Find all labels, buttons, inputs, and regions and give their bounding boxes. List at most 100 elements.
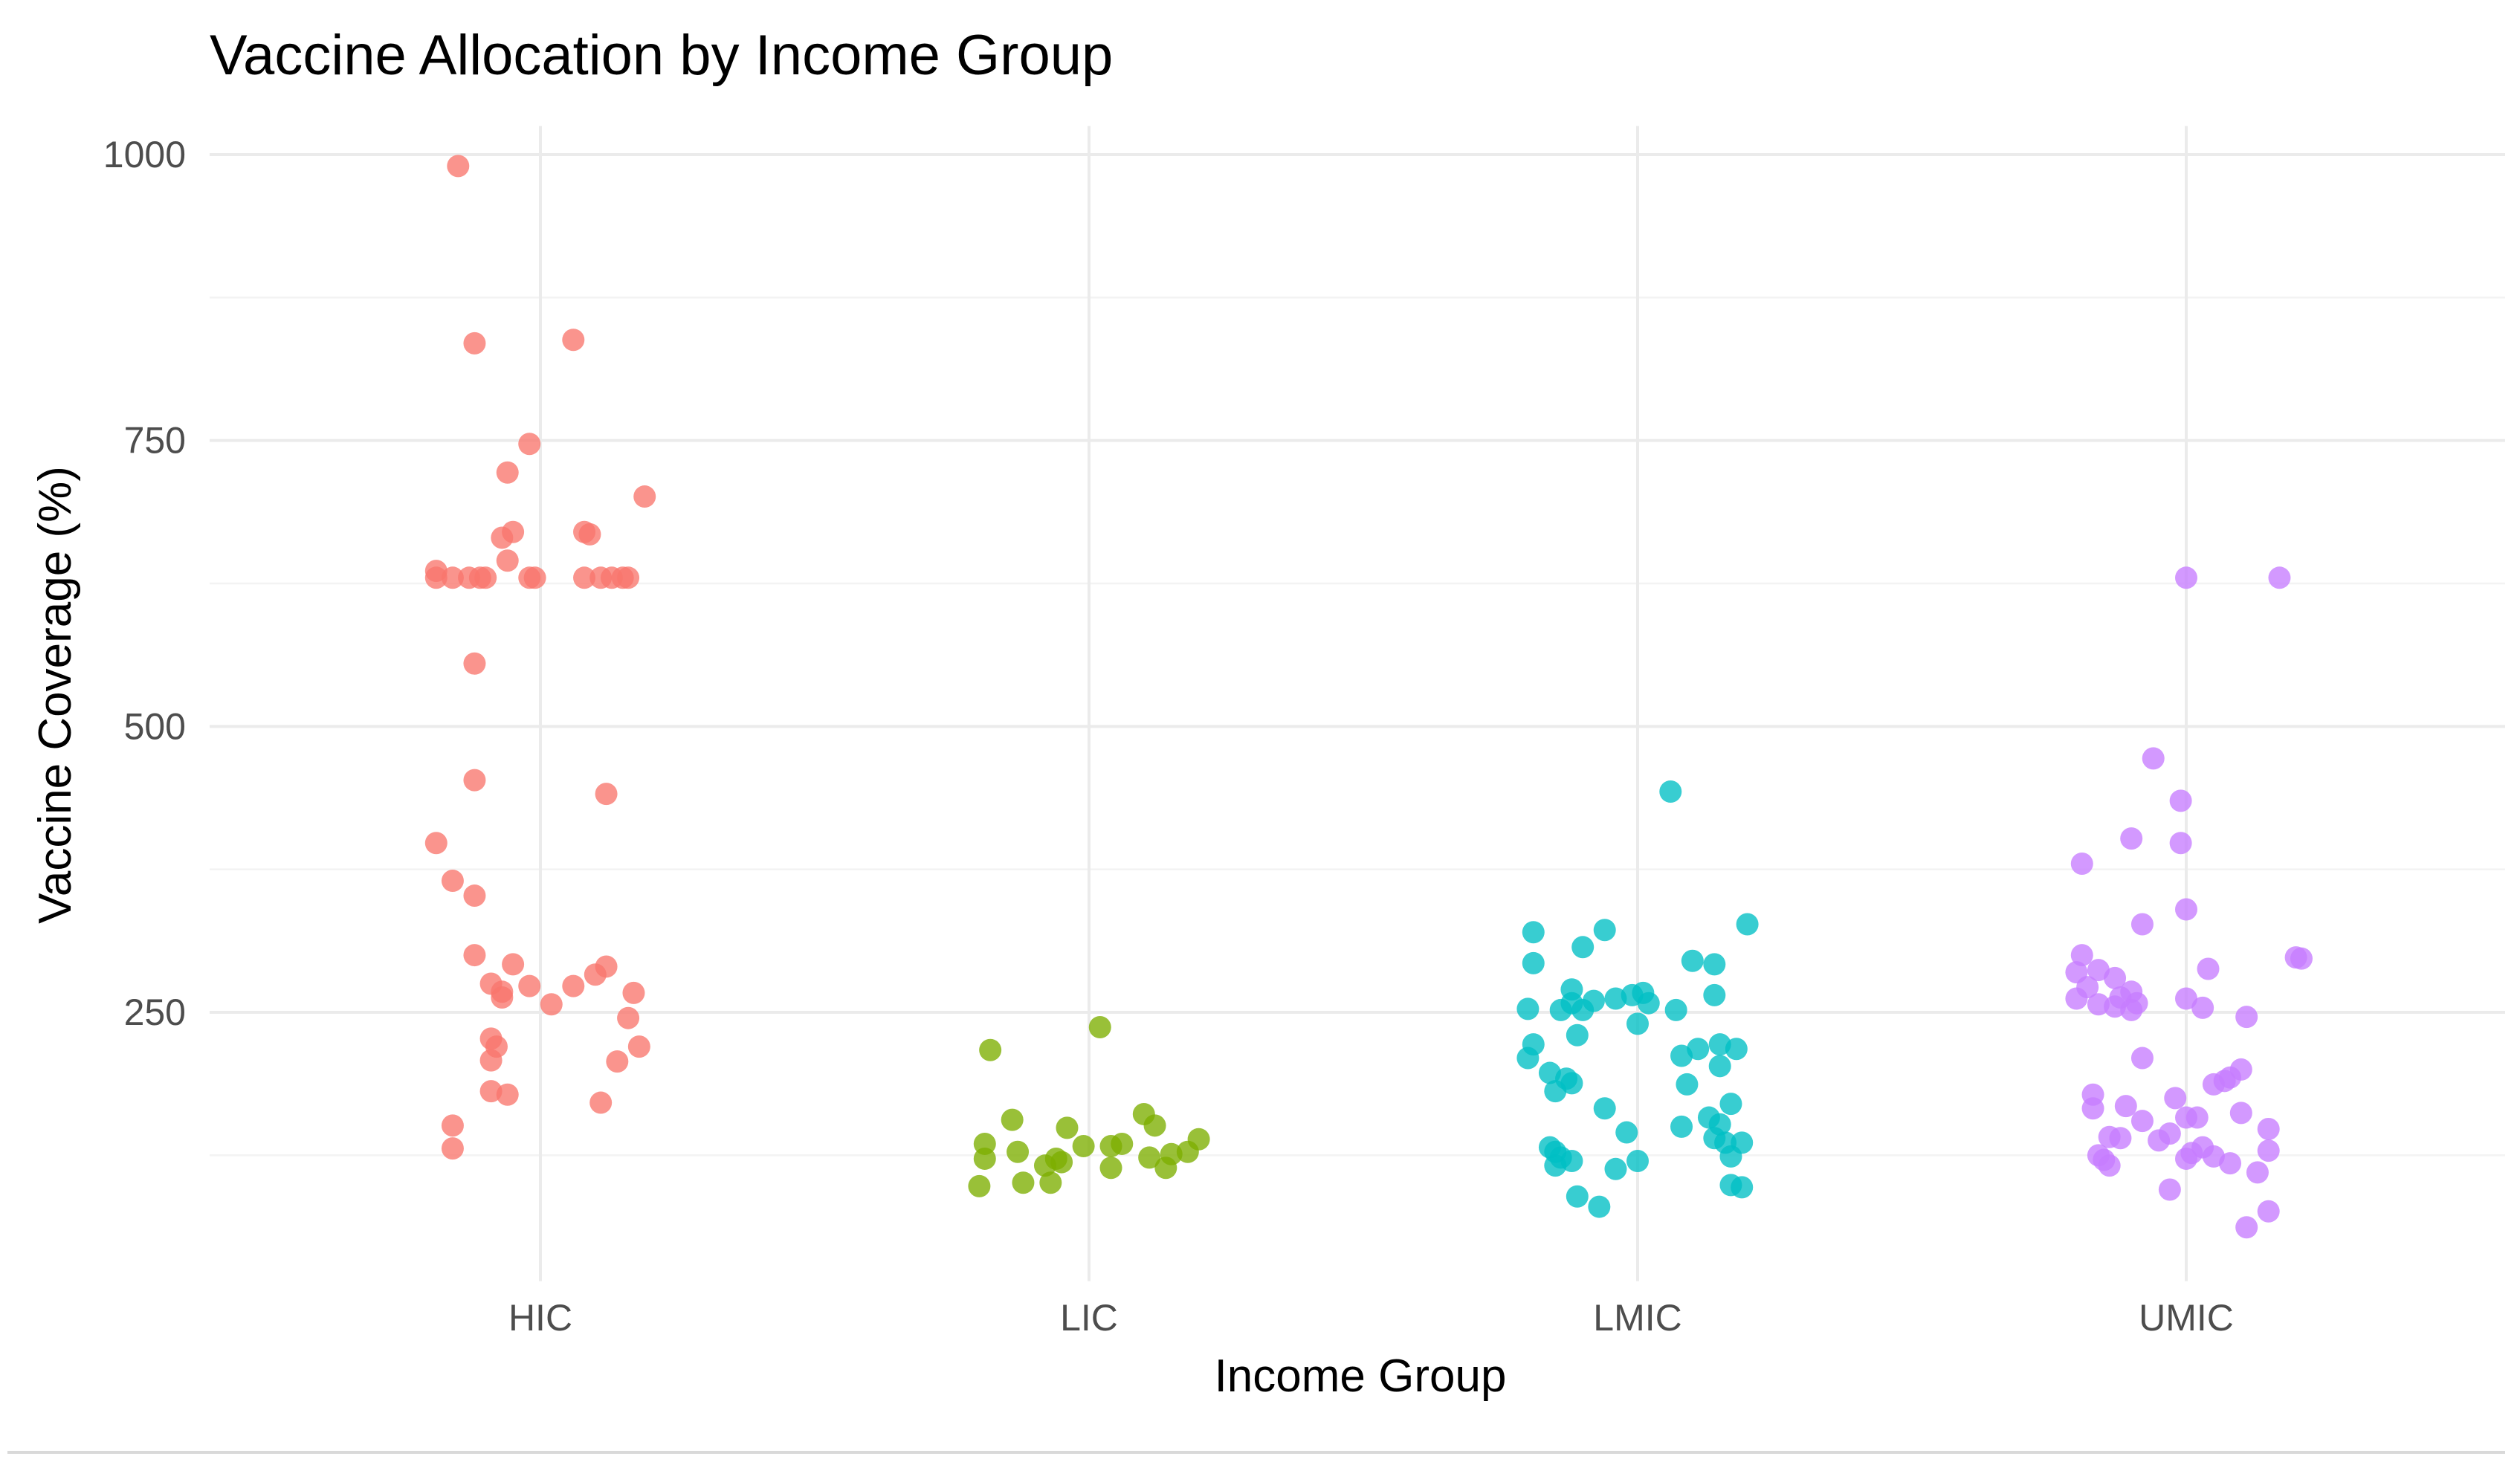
data-point-umic xyxy=(2246,1161,2269,1184)
data-point-lmic xyxy=(1681,949,1704,972)
data-point-lmic xyxy=(1719,1093,1742,1116)
data-point-hic xyxy=(627,1035,650,1058)
data-point-umic xyxy=(2109,1127,2132,1150)
data-point-lic xyxy=(1001,1108,1024,1131)
data-point-hic xyxy=(496,1083,519,1106)
data-point-umic xyxy=(2202,1073,2225,1096)
data-point-lmic xyxy=(1664,998,1687,1021)
data-point-lic xyxy=(1033,1154,1056,1177)
data-point-hic xyxy=(441,1137,464,1160)
data-point-umic xyxy=(2229,1102,2252,1125)
data-point-hic xyxy=(463,331,486,355)
data-point-umic xyxy=(2175,566,2197,589)
y-tick-label: 750 xyxy=(124,420,186,462)
data-point-hic xyxy=(463,884,486,908)
data-point-lic xyxy=(1056,1116,1079,1139)
data-point-lmic xyxy=(1670,1115,1693,1138)
data-point-hic xyxy=(518,974,541,997)
data-point-umic xyxy=(2219,1152,2242,1175)
data-point-hic xyxy=(523,566,546,589)
data-point-umic xyxy=(2185,1106,2209,1129)
data-point-hic xyxy=(474,566,497,589)
data-point-lmic xyxy=(1670,1044,1693,1067)
data-point-umic xyxy=(2114,1095,2137,1118)
x-tick-label: LMIC xyxy=(1593,1297,1681,1339)
data-point-umic xyxy=(2142,747,2165,770)
data-points xyxy=(424,155,2313,1239)
data-point-hic xyxy=(573,566,596,589)
data-point-lic xyxy=(1176,1140,1199,1163)
data-point-lmic xyxy=(1626,1012,1649,1035)
y-tick-label: 250 xyxy=(124,992,186,1033)
data-point-lic xyxy=(1099,1135,1122,1158)
data-point-hic xyxy=(589,1091,613,1114)
data-point-umic xyxy=(2169,832,2192,855)
data-point-umic xyxy=(2070,944,2093,967)
data-point-hic xyxy=(617,1006,640,1029)
data-point-lic xyxy=(1099,1157,1122,1180)
data-point-hic xyxy=(491,986,514,1009)
data-point-hic xyxy=(463,944,486,967)
x-axis-title: Income Group xyxy=(1215,1351,1507,1402)
data-point-umic xyxy=(2065,987,2088,1010)
data-point-hic xyxy=(622,981,645,1004)
data-point-hic xyxy=(518,433,541,456)
data-point-lic xyxy=(1012,1171,1035,1194)
data-point-umic xyxy=(2087,993,2110,1016)
data-point-hic xyxy=(606,1050,629,1073)
data-point-hic xyxy=(424,832,448,855)
data-point-hic xyxy=(491,526,514,549)
data-point-lmic xyxy=(1615,1121,1638,1144)
data-point-umic xyxy=(2164,1087,2187,1110)
data-point-lmic xyxy=(1522,921,1545,944)
data-point-lmic xyxy=(1708,1055,1731,1078)
x-axis-ticks: HIC LIC LMIC UMIC xyxy=(508,1297,2234,1339)
data-point-lmic xyxy=(1604,1157,1627,1180)
data-point-lic xyxy=(1138,1146,1161,1169)
data-point-hic xyxy=(562,329,585,352)
data-point-hic xyxy=(424,566,448,589)
data-point-umic xyxy=(2235,1216,2258,1239)
data-point-lmic xyxy=(1560,1072,1583,1095)
data-point-lmic xyxy=(1516,1047,1540,1070)
data-point-hic xyxy=(562,974,585,997)
data-point-umic xyxy=(2197,957,2220,980)
data-point-lic xyxy=(979,1038,1002,1061)
data-point-umic xyxy=(2120,998,2143,1021)
data-point-lic xyxy=(1072,1135,1095,1158)
data-point-umic xyxy=(2087,959,2110,982)
data-point-lmic xyxy=(1593,1097,1616,1120)
data-point-hic xyxy=(447,155,470,178)
data-point-lic xyxy=(968,1174,991,1197)
data-point-hic xyxy=(502,953,525,976)
data-point-lic xyxy=(1007,1140,1030,1163)
data-point-umic xyxy=(2148,1129,2171,1152)
data-point-umic xyxy=(2191,996,2214,1019)
grid-lines xyxy=(210,126,2505,1281)
x-tick-label: LIC xyxy=(1060,1297,1118,1339)
data-point-lmic xyxy=(1516,997,1540,1021)
data-point-lmic xyxy=(1703,983,1726,1006)
data-point-lic xyxy=(1039,1171,1062,1194)
data-point-hic xyxy=(595,783,618,806)
data-point-lmic xyxy=(1593,919,1616,942)
data-point-hic xyxy=(496,549,519,572)
data-point-umic xyxy=(2081,1097,2104,1120)
data-point-umic xyxy=(2169,789,2192,812)
data-point-lmic xyxy=(1637,992,1660,1015)
data-point-lmic xyxy=(1703,953,1726,976)
data-point-umic xyxy=(2130,913,2154,936)
data-point-umic xyxy=(2098,1154,2121,1177)
data-point-umic xyxy=(2175,987,2197,1010)
data-point-umic xyxy=(2257,1139,2280,1162)
data-point-lmic xyxy=(1676,1073,1699,1096)
data-point-hic xyxy=(584,963,607,986)
data-point-umic xyxy=(2120,827,2143,850)
data-point-lmic xyxy=(1626,1150,1649,1173)
data-point-umic xyxy=(2235,1006,2258,1029)
data-point-umic xyxy=(2268,566,2291,589)
data-point-umic xyxy=(2175,1147,2197,1170)
y-axis-ticks: 250 500 750 1000 xyxy=(103,134,186,1033)
data-point-lmic xyxy=(1731,1176,1754,1199)
data-point-lmic xyxy=(1544,1154,1567,1177)
